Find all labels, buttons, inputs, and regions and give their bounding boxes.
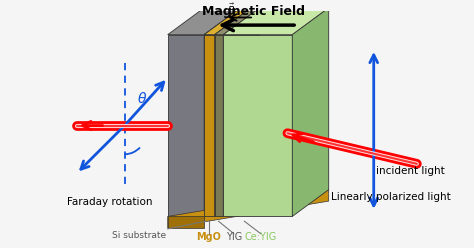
Text: YIG: YIG — [226, 232, 242, 243]
Text: $\vec{B}$: $\vec{B}$ — [227, 1, 235, 17]
Polygon shape — [204, 8, 251, 35]
Polygon shape — [168, 217, 204, 228]
Polygon shape — [168, 190, 328, 228]
Polygon shape — [223, 8, 260, 217]
Polygon shape — [215, 8, 251, 217]
Text: Faraday rotation: Faraday rotation — [67, 197, 153, 207]
Polygon shape — [215, 35, 223, 217]
Text: MgO: MgO — [196, 232, 221, 243]
Polygon shape — [223, 8, 328, 35]
Text: $\theta$: $\theta$ — [137, 91, 147, 106]
Text: Linearly polarized light: Linearly polarized light — [330, 192, 450, 202]
Text: Magnetic Field: Magnetic Field — [202, 5, 305, 18]
Polygon shape — [204, 8, 240, 217]
Text: incident light: incident light — [376, 166, 445, 177]
Polygon shape — [168, 35, 204, 217]
Polygon shape — [168, 8, 240, 35]
Text: Si substrate: Si substrate — [112, 231, 166, 240]
Polygon shape — [223, 35, 292, 217]
Polygon shape — [204, 35, 215, 217]
Text: Ce:YIG: Ce:YIG — [245, 232, 277, 243]
Polygon shape — [215, 8, 260, 35]
Polygon shape — [292, 8, 328, 217]
